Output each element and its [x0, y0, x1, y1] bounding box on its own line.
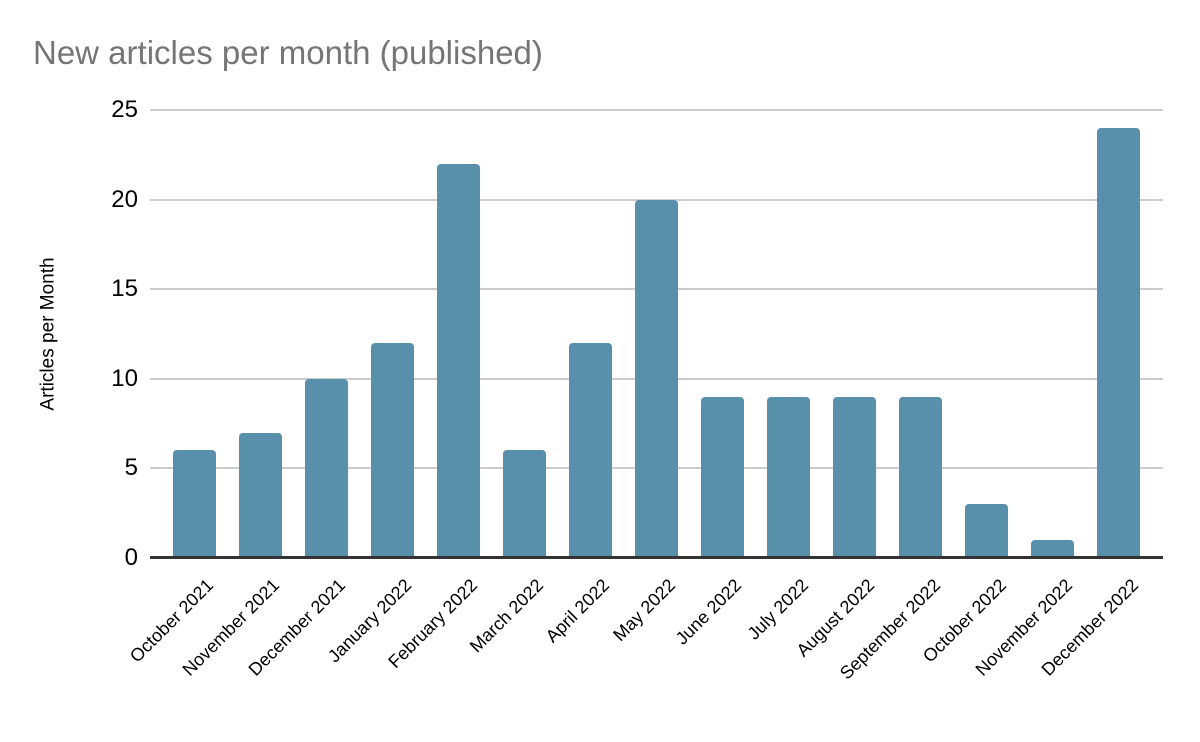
bar-december-2022[interactable] [1097, 127, 1141, 558]
chart-title: New articles per month (published) [33, 34, 543, 71]
plot-area [150, 109, 1163, 559]
bar-may-2022[interactable] [634, 199, 678, 558]
bar-slot [756, 110, 822, 558]
y-tick-label-10: 10 [111, 364, 138, 392]
bar-october-2022[interactable] [965, 504, 1009, 558]
y-axis-ticks: 0 5 10 15 20 25 [0, 98, 138, 570]
x-label-slot: May 2022 [610, 561, 689, 742]
bar-slot [1086, 110, 1152, 558]
y-tick-label-25: 25 [111, 96, 138, 123]
bar-february-2022[interactable] [436, 163, 480, 558]
x-label-slot: March 2022 [466, 561, 557, 742]
y-tick-label-0: 0 [124, 544, 138, 571]
bar-september-2022[interactable] [899, 396, 943, 558]
bar-december-2021[interactable] [304, 378, 348, 558]
x-label-slot: April 2022 [542, 561, 623, 742]
y-tick-label-20: 20 [111, 185, 138, 213]
x-axis-line [150, 556, 1163, 559]
bar-slot [623, 110, 689, 558]
bar-slot [1020, 110, 1086, 558]
bar-slot [227, 110, 293, 558]
bar-july-2022[interactable] [767, 396, 811, 558]
bar-november-2021[interactable] [238, 432, 282, 558]
bar-august-2022[interactable] [833, 396, 877, 558]
bar-april-2022[interactable] [568, 342, 612, 558]
bar-slot [491, 110, 557, 558]
bar-slot [888, 110, 954, 558]
x-label-slot: December 2022 [1037, 561, 1152, 742]
bars-row [150, 110, 1163, 558]
bar-june-2022[interactable] [701, 396, 745, 558]
bar-slot [293, 110, 359, 558]
bar-slot [359, 110, 425, 558]
x-label-slot: June 2022 [672, 561, 756, 742]
bar-slot [161, 110, 227, 558]
bar-slot [954, 110, 1020, 558]
x-axis-labels: October 2021 November 2021 December 2021 Ja… [126, 561, 1163, 742]
bar-slot [690, 110, 756, 558]
bar-october-2021[interactable] [172, 450, 216, 558]
bar-slot [557, 110, 623, 558]
gridline-25 [150, 109, 1163, 111]
bar-november-2022[interactable] [1031, 540, 1075, 558]
bar-january-2022[interactable] [370, 342, 414, 558]
y-tick-label-15: 15 [111, 275, 138, 303]
y-tick-label-5: 5 [124, 454, 138, 482]
bar-march-2022[interactable] [502, 450, 546, 558]
bar-slot [822, 110, 888, 558]
bar-slot [425, 110, 491, 558]
